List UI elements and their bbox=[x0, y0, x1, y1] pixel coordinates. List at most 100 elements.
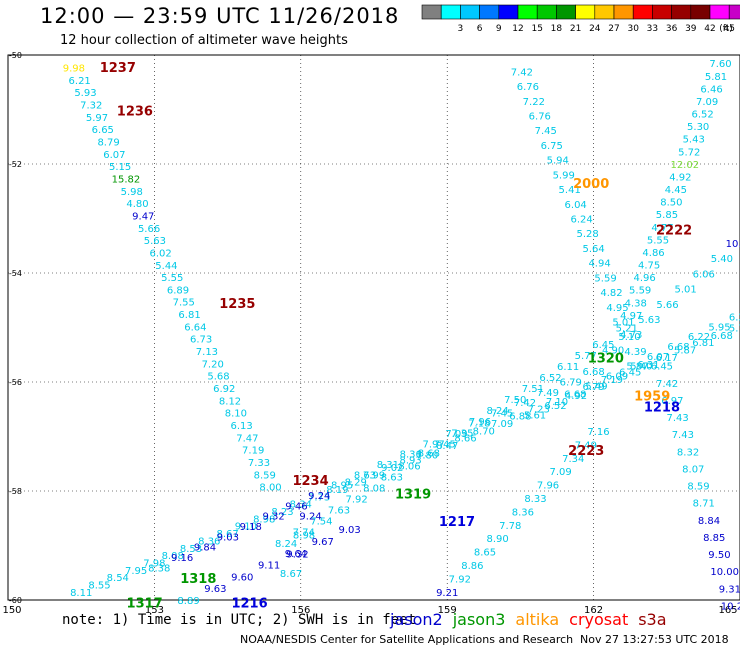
pass-time-label: 1235 bbox=[219, 297, 255, 312]
wave-height-value: 7.20 bbox=[202, 359, 224, 370]
wave-height-value: 4.77 bbox=[651, 223, 673, 234]
wave-height-value: 7.45 bbox=[491, 408, 513, 419]
wave-height-value: 8.90 bbox=[486, 534, 508, 545]
wave-height-value: 8.36 bbox=[400, 450, 422, 461]
wave-height-value: 6.52 bbox=[544, 401, 566, 412]
wave-height-value: 9.50 bbox=[708, 550, 730, 561]
wave-height-value: 5.98 bbox=[121, 187, 143, 198]
scale-tick-label: 15 bbox=[531, 24, 542, 34]
wave-height-value: 9.02 bbox=[381, 463, 403, 474]
wave-height-value: 9.21 bbox=[436, 588, 458, 599]
wave-height-value: 5.95 bbox=[708, 322, 730, 333]
y-tick-label: -60 bbox=[9, 596, 22, 605]
wave-height-value: 6.73 bbox=[190, 335, 212, 346]
wave-height-value: 8.33 bbox=[524, 494, 546, 505]
satellite-altika: altika bbox=[515, 610, 560, 629]
wave-height-value: 7.55 bbox=[173, 298, 195, 309]
y-tick-label: -56 bbox=[9, 378, 22, 387]
wave-height-value: 8.34 bbox=[290, 500, 312, 511]
wave-height-value: 5.85 bbox=[656, 210, 678, 221]
wave-height-value: 8.98 bbox=[253, 514, 275, 525]
satellite-legend: jason2 jason3 altika cryosat s3a bbox=[390, 610, 677, 629]
wave-height-value: 6.81 bbox=[692, 338, 714, 349]
x-tick-label: 165 bbox=[718, 605, 737, 616]
wave-height-value: 7.09 bbox=[445, 429, 467, 440]
wave-height-value: 4.90 bbox=[602, 345, 624, 356]
wave-height-value: 8.11 bbox=[70, 588, 92, 599]
wave-height-value: 5.15 bbox=[109, 162, 131, 173]
wave-height-value: 9.31 bbox=[719, 584, 740, 595]
wave-height-value: 8.00 bbox=[259, 483, 281, 494]
x-tick-label: 150 bbox=[2, 605, 21, 616]
scale-tick-label: 30 bbox=[627, 24, 639, 34]
wave-height-value: 5.01 bbox=[674, 285, 696, 296]
wave-height-value: 8.36 bbox=[512, 507, 534, 518]
pass-time-label: 1218 bbox=[644, 401, 680, 416]
wave-height-value: 9.47 bbox=[132, 211, 154, 222]
wave-height-value: 5.21 bbox=[616, 324, 638, 335]
wave-height-value: 9.46 bbox=[285, 501, 307, 512]
wave-height-value: 6.07 bbox=[103, 150, 125, 161]
wave-height-value: 5.94 bbox=[547, 156, 569, 167]
satellite-jason3: jason3 bbox=[452, 610, 506, 629]
wave-height-value: 8.07 bbox=[682, 464, 704, 475]
wave-height-value: 6.45 bbox=[619, 368, 641, 379]
wave-height-value: 4.38 bbox=[625, 298, 647, 309]
wave-height-value: 10.23 bbox=[721, 601, 740, 612]
wave-height-value: 5.99 bbox=[553, 170, 575, 181]
x-tick-label: 159 bbox=[438, 605, 457, 616]
pass-time-label: 2222 bbox=[656, 223, 692, 238]
wave-height-value: 5.40 bbox=[630, 362, 652, 373]
wave-height-value: 9.11 bbox=[258, 561, 280, 572]
wave-height-value: 8.93 bbox=[399, 456, 421, 467]
wave-height-value: 6.09 bbox=[606, 371, 628, 382]
scale-tick-label: 24 bbox=[589, 24, 601, 34]
wave-height-value: 5.49 bbox=[585, 381, 607, 392]
wave-height-value: 5.28 bbox=[576, 229, 598, 240]
pass-time-label: 1216 bbox=[231, 597, 267, 612]
wave-height-value: 4.39 bbox=[624, 347, 646, 358]
wave-height-value: 6.45 bbox=[651, 362, 673, 373]
scale-tick-label: 3 bbox=[458, 24, 464, 34]
wave-height-value: 7.42 bbox=[656, 379, 678, 390]
pass-time-label: 1319 bbox=[395, 488, 431, 503]
satellite-cryosat: cryosat bbox=[569, 610, 629, 629]
wave-height-value: 5.55 bbox=[161, 273, 183, 284]
wave-height-value: 5.72 bbox=[729, 324, 740, 335]
wave-height-value: 5.59 bbox=[594, 273, 616, 284]
wave-height-value: 6.88 bbox=[509, 412, 531, 423]
wave-height-value: 5.93 bbox=[74, 88, 96, 99]
footer-timestamp: Nov 27 13:27:53 UTC 2018 bbox=[580, 633, 729, 646]
wave-height-value: 4.97 bbox=[620, 311, 642, 322]
wave-height-value: 8.65 bbox=[474, 548, 496, 559]
wave-height-value: 6.46 bbox=[700, 84, 722, 95]
wave-height-value: 7.42 bbox=[514, 398, 536, 409]
wave-height-value: 8.47 bbox=[436, 441, 458, 452]
wave-height-value: 6.81 bbox=[178, 310, 200, 321]
wave-height-value: 6.76 bbox=[517, 82, 539, 93]
wave-height-value: 8.12 bbox=[219, 396, 241, 407]
wave-height-value: 6.11 bbox=[557, 362, 579, 373]
wave-height-value: 8.31 bbox=[377, 460, 399, 471]
scale-tick-label: 36 bbox=[666, 24, 678, 34]
wave-height-value: 8.68 bbox=[418, 448, 440, 459]
wave-height-value: 9.32 bbox=[262, 512, 284, 523]
wave-height-value: 4.92 bbox=[565, 391, 587, 402]
y-tick-label: -50 bbox=[9, 51, 22, 60]
wave-height-value: 6.02 bbox=[150, 248, 172, 259]
scale-tick-label: 12 bbox=[512, 24, 523, 34]
scale-tick-label: 27 bbox=[608, 24, 619, 34]
wave-height-value: 8.89 bbox=[177, 596, 199, 607]
wave-height-value: 5.63 bbox=[144, 236, 166, 247]
wave-height-value: 5.10 bbox=[618, 332, 640, 343]
satellite-s3a: s3a bbox=[638, 610, 667, 629]
wave-height-value: 7.98 bbox=[143, 558, 165, 569]
wave-height-value: 6.25 bbox=[729, 313, 740, 324]
wave-height-value: 9.03 bbox=[338, 525, 360, 536]
scale-tick-label: 6 bbox=[477, 24, 483, 34]
wave-height-value: 7.42 bbox=[511, 67, 533, 78]
scale-tick-label: 9 bbox=[496, 24, 502, 34]
pass-time-label: 1959 bbox=[634, 390, 670, 405]
wave-height-value: 7.19 bbox=[601, 375, 623, 386]
wave-height-value: 5.77 bbox=[575, 351, 597, 362]
